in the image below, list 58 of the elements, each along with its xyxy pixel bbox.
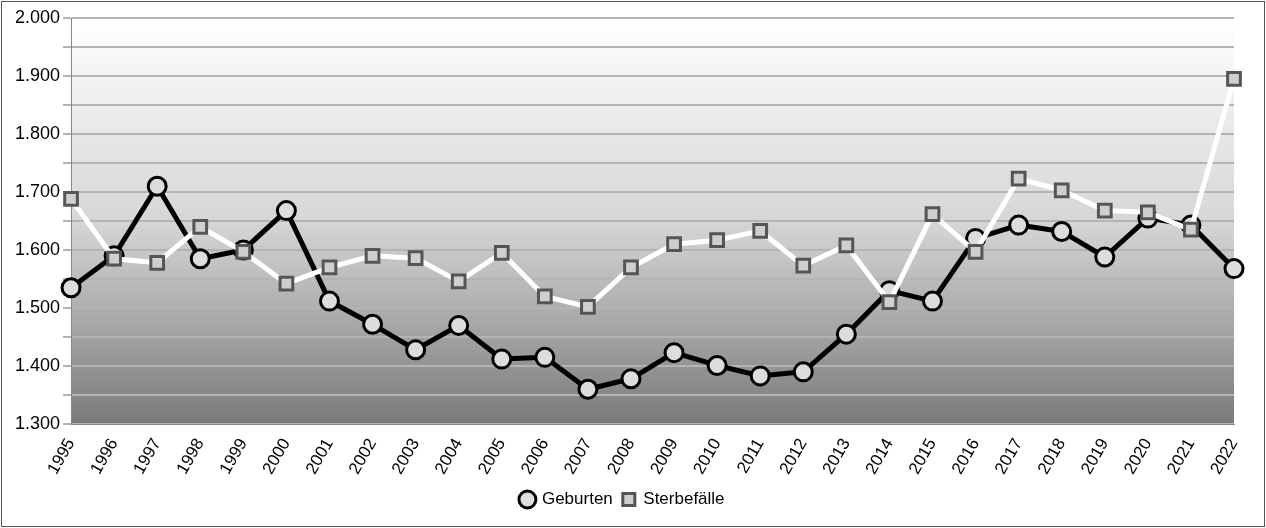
point [1183, 221, 1199, 238]
y-tick-label: 1.600 [15, 239, 61, 259]
y-tick-label: 1.300 [15, 413, 61, 434]
point [749, 365, 771, 387]
point [924, 206, 941, 222]
point [577, 378, 599, 400]
point [795, 257, 812, 274]
y-tick-label: 1.400 [15, 355, 61, 376]
point [491, 348, 513, 370]
point [364, 247, 381, 264]
y-tick-label: 1.900 [15, 64, 61, 85]
point [536, 288, 553, 305]
point [493, 245, 510, 261]
point [1053, 182, 1070, 199]
legend-label: Sterbefälle [643, 489, 725, 509]
y-tick-label: 1.800 [15, 122, 61, 143]
point [1051, 220, 1073, 242]
point [835, 323, 857, 345]
point [666, 236, 682, 253]
point [1139, 204, 1156, 221]
point [278, 275, 295, 292]
point [450, 273, 467, 290]
point [1096, 202, 1113, 219]
point [620, 368, 642, 390]
point [405, 339, 427, 361]
point [967, 243, 984, 260]
point [318, 290, 340, 312]
point [63, 191, 79, 207]
point [146, 175, 168, 197]
point [275, 200, 297, 222]
point [792, 361, 814, 383]
point [623, 259, 639, 276]
point [709, 232, 725, 249]
point [149, 254, 166, 271]
point [1223, 258, 1245, 280]
point [362, 313, 384, 335]
point [407, 250, 424, 267]
point [1094, 246, 1116, 268]
y-tick-label: 1.700 [15, 180, 61, 201]
point [189, 248, 211, 270]
point [192, 218, 209, 235]
point [60, 277, 82, 299]
point [838, 237, 855, 254]
point [448, 314, 470, 336]
point [881, 294, 898, 311]
point [321, 259, 338, 276]
point [706, 354, 728, 376]
point [534, 346, 556, 368]
point [580, 299, 596, 315]
point [921, 290, 943, 312]
legend-label: Geburten [541, 489, 613, 509]
y-tick-label: 2.000 [15, 6, 61, 27]
point [1010, 170, 1027, 187]
point [1008, 214, 1030, 236]
point [752, 223, 769, 239]
y-tick-label: 1.500 [15, 297, 61, 317]
point [663, 342, 685, 364]
point [1226, 71, 1242, 87]
